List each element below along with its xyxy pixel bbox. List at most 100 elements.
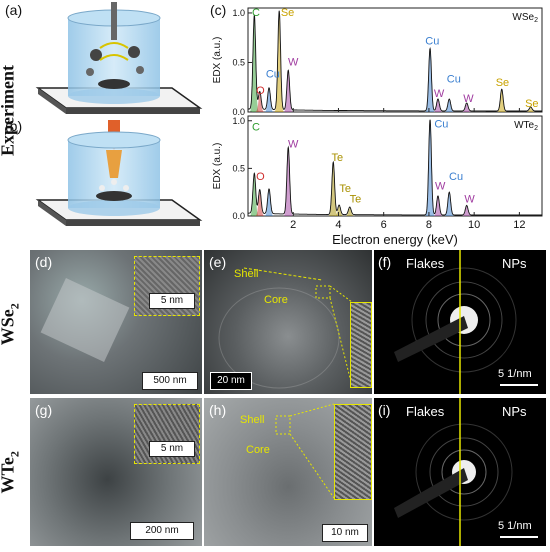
y-tick-label: 1.0 [232,8,245,18]
panel-label-i: (i) [378,402,391,418]
tem-image-h: Shell Core 10 nm [204,398,372,546]
element-label-Te: Te [350,194,362,206]
element-label-W: W [288,138,299,150]
subplot-title: WSe2 [512,12,538,24]
x-tick-label: 6 [381,219,387,231]
element-label-O: O [256,85,265,97]
label-shell-e: Shell [234,268,259,280]
panel-label-f: (f) [378,254,392,270]
element-label-Se: Se [496,77,509,89]
y-tick-label: 0.0 [232,107,245,117]
edx-peak-Cu [425,120,435,216]
label-core-e: Core [264,294,288,306]
x-tick-label: 10 [468,219,480,231]
side-label-wte2-main: WTe [0,457,18,494]
y-axis-label: EDX (a.u.) [212,37,223,84]
element-label-W: W [435,180,446,192]
edx-peak-O [255,192,265,216]
element-label-Te: Te [339,183,351,195]
edx-peak-C [249,176,259,216]
edx-peak-W [462,104,472,112]
panel-label-b: (b) [5,118,23,134]
schematic-a [35,2,203,114]
subplot-title: WTe2 [514,120,538,132]
side-label-wse2-main: WSe [0,309,18,346]
edx-peak-W [283,72,293,112]
x-tick-label: 8 [426,219,432,231]
element-label-C: C [252,7,260,19]
inset-h [334,404,372,500]
edx-frame [247,115,543,217]
scale-label-i: 5 1/nm [498,520,532,532]
label-core-h: Core [246,444,270,456]
scale-bar-d: 500 nm [142,372,198,390]
tem-image-e: Shell Core 20 nm [204,250,372,394]
scale-bar-e: 20 nm [210,372,252,390]
panel-label-h: (h) [209,402,227,418]
label-nps-f: NPs [502,256,527,271]
element-label-Te: Te [332,152,344,164]
inset-scale-g: 5 nm [149,441,195,457]
element-label-W: W [434,88,445,100]
label-flakes-i: Flakes [406,404,445,419]
element-label-Cu: Cu [447,73,461,85]
edx-peak-Te [345,208,355,216]
edx-frame [247,7,543,113]
edx-peak-Se [526,108,536,112]
side-label-experiment: Experiment [0,65,18,156]
panel-label-c: (c) [210,2,227,18]
saed-image-f: Flakes NPs 5 1/nm [374,250,546,394]
scale-bar-h: 10 nm [322,524,368,542]
panel-label-d: (d) [35,254,53,270]
scale-bar-f [500,384,538,386]
x-tick-label: 12 [513,219,525,231]
edx-peak-Te [328,163,338,216]
element-label-Cu: Cu [434,118,448,130]
edx-peak-Te [334,206,344,216]
scale-bar-i [500,536,538,538]
x-tick-label: 4 [335,219,341,231]
element-label-W: W [464,194,475,206]
panel-label-a: (a) [5,2,23,18]
element-label-W: W [463,93,474,105]
x-tick-label: 2 [290,219,296,231]
scale-label-f: 5 1/nm [498,368,532,380]
edx-peak-Cu [425,49,435,112]
element-label-C: C [252,121,260,133]
element-label-Se: Se [525,98,538,110]
y-axis-label: EDX (a.u.) [212,143,223,190]
experiment-schematics [35,2,203,226]
edx-peak-Cu [264,90,274,112]
inset-d: 5 nm [134,256,200,316]
element-label-Cu: Cu [266,68,280,80]
inset-g: 5 nm [134,404,200,464]
element-label-Cu: Cu [449,171,463,183]
inset-scale-d: 5 nm [149,293,195,309]
side-label-wse2: WSe2 [0,284,22,364]
scale-bar-g: 200 nm [130,522,194,540]
saed-image-i: Flakes NPs 5 1/nm [374,398,546,546]
panel-label-e: (e) [209,254,227,270]
y-tick-label: 0.5 [232,57,245,67]
side-label-wse2-sub: 2 [7,303,22,310]
tem-image-g: 5 nm 200 nm [30,398,202,546]
edx-peak-O [255,94,265,112]
schematic-b [35,131,203,226]
edx-peak-W [433,197,443,216]
label-flakes-f: Flakes [406,256,445,271]
inset-e [350,302,372,388]
element-label-Cu: Cu [425,36,439,48]
element-label-W: W [288,56,299,68]
edx-peak-Cu [264,191,274,216]
edx-peak-C [249,17,259,112]
label-nps-i: NPs [502,404,527,419]
schematic-column [0,0,210,240]
edx-peak-Se [497,90,507,112]
side-label-wte2-sub: 2 [7,451,22,458]
side-label-wte2: WTe2 [0,432,22,512]
edx-spectrum-line [248,119,542,216]
element-label-Se: Se [281,7,294,19]
y-tick-label: 0.0 [232,211,245,221]
panel-label-g: (g) [35,402,53,418]
